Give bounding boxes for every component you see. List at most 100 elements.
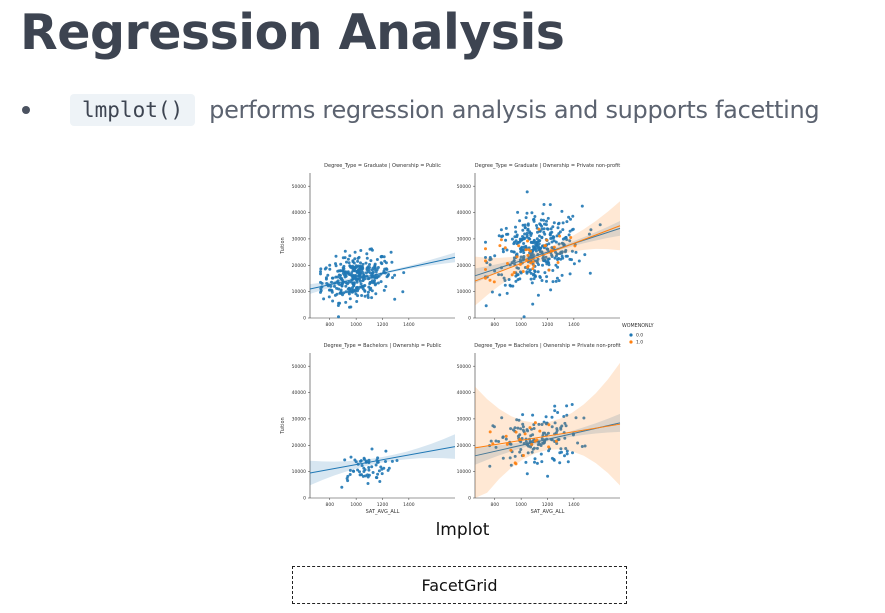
data-point — [347, 258, 350, 261]
data-point — [567, 460, 570, 463]
data-point — [526, 234, 529, 237]
data-point — [589, 272, 592, 275]
data-point — [519, 250, 522, 253]
data-point — [381, 472, 384, 475]
data-point — [366, 294, 369, 297]
data-point — [500, 235, 503, 238]
data-point — [533, 461, 536, 464]
data-point — [484, 247, 487, 250]
data-point — [543, 203, 546, 206]
data-point — [518, 277, 521, 280]
data-point — [530, 211, 533, 214]
data-point — [557, 261, 560, 264]
data-point — [325, 266, 328, 269]
data-point — [524, 245, 527, 248]
data-point — [385, 268, 388, 271]
data-point — [376, 456, 379, 459]
data-point — [556, 234, 559, 237]
data-point — [563, 454, 566, 457]
y-tick-label: 30000 — [292, 417, 306, 423]
data-point — [378, 275, 381, 278]
data-point — [364, 468, 367, 471]
data-point — [549, 231, 552, 234]
data-point — [341, 283, 344, 286]
data-point — [371, 289, 374, 292]
data-point — [547, 445, 550, 448]
data-point — [376, 473, 379, 476]
data-point — [550, 227, 553, 230]
data-point — [527, 222, 530, 225]
data-point — [506, 292, 509, 295]
x-tick-label: 1000 — [350, 502, 362, 508]
data-point — [391, 276, 394, 279]
y-tick-label: 0 — [468, 496, 471, 502]
data-point — [535, 439, 538, 442]
y-tick-label: 20000 — [292, 263, 306, 269]
data-point — [484, 268, 487, 271]
data-point — [374, 292, 377, 295]
data-point — [489, 430, 492, 433]
data-point — [363, 457, 366, 460]
data-point — [342, 272, 345, 275]
data-point — [319, 267, 322, 270]
data-point — [506, 262, 509, 265]
data-point — [319, 281, 322, 284]
data-point — [349, 469, 352, 472]
facet-title: Degree_Type = Bachelors | Ownership = Pu… — [324, 343, 442, 349]
x-tick-label: 1000 — [515, 322, 527, 328]
data-point — [328, 295, 331, 298]
data-point — [529, 426, 532, 429]
data-point — [523, 315, 526, 318]
data-point — [549, 288, 552, 291]
data-point — [370, 465, 373, 468]
data-point — [561, 228, 564, 231]
data-point — [493, 254, 496, 257]
x-tick-label: 800 — [325, 322, 334, 328]
data-point — [342, 265, 345, 268]
data-point — [489, 279, 492, 282]
data-point — [566, 452, 569, 455]
data-point — [347, 270, 350, 273]
data-point — [556, 411, 559, 414]
data-point — [350, 266, 353, 269]
x-tick-label: 1400 — [403, 322, 415, 328]
data-point — [583, 253, 586, 256]
y-tick-label: 10000 — [292, 469, 306, 475]
data-point — [359, 249, 362, 252]
data-point — [384, 450, 387, 453]
data-point — [573, 262, 576, 265]
data-point — [362, 279, 365, 282]
data-point — [348, 254, 351, 257]
data-point — [553, 405, 556, 408]
data-point — [568, 258, 571, 261]
data-point — [551, 241, 554, 244]
y-tick-label: 30000 — [457, 237, 471, 243]
data-point — [349, 473, 352, 476]
data-point — [377, 282, 380, 285]
data-point — [509, 284, 512, 287]
data-point — [369, 259, 372, 262]
data-point — [569, 230, 572, 233]
data-point — [356, 260, 359, 263]
data-point — [544, 244, 547, 247]
data-point — [534, 421, 537, 424]
data-point — [524, 226, 527, 229]
data-point — [561, 257, 564, 260]
data-point — [367, 482, 370, 485]
data-point — [376, 258, 379, 261]
data-point — [549, 203, 552, 206]
data-point — [547, 423, 550, 426]
code-snippet: lmplot() — [70, 94, 195, 126]
x-tick-label: 1200 — [542, 502, 554, 508]
data-point — [536, 462, 539, 465]
data-point — [526, 266, 529, 269]
x-tick-label: 1400 — [403, 502, 415, 508]
data-point — [330, 289, 333, 292]
x-tick-label: 1400 — [568, 322, 580, 328]
data-point — [532, 245, 535, 248]
data-point — [359, 261, 362, 264]
data-point — [538, 228, 541, 231]
data-point — [339, 263, 342, 266]
facet-title: Degree_Type = Graduate | Ownership = Pub… — [324, 163, 441, 169]
x-tick-label: 800 — [325, 502, 334, 508]
